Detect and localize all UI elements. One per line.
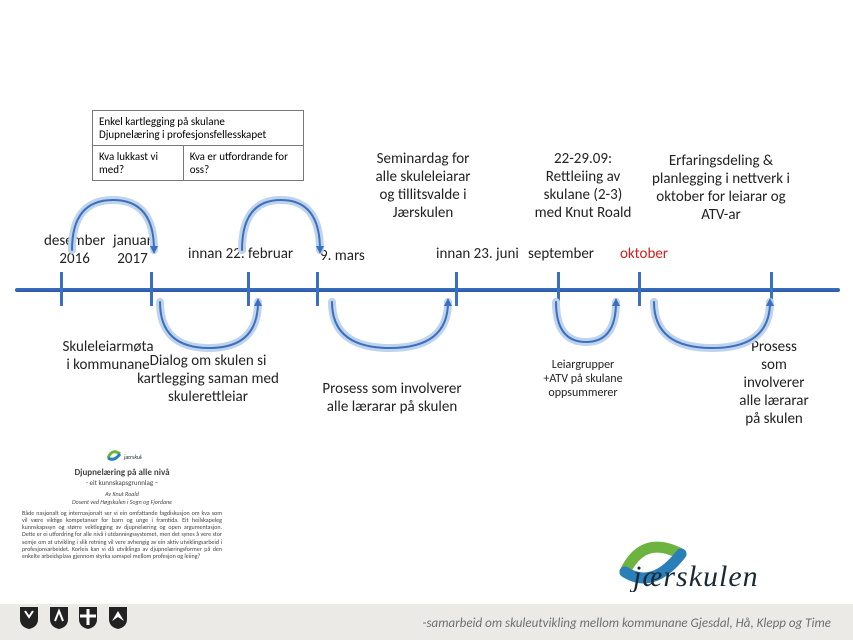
timeline-date: september [528, 245, 594, 263]
timeline-date: innan 23. juni [436, 245, 519, 263]
mapping-table: Enkel kartlegging på skulane Djupnelærin… [92, 110, 304, 181]
event-label-below: Prosess som involverer alle lærarar på s… [302, 380, 482, 416]
svg-text:jærskulen: jærskulen [123, 453, 142, 461]
event-label-above: Erfaringsdeling & planlegging i nettverk… [636, 152, 806, 224]
municipality-shields [18, 605, 133, 634]
timeline-tick [455, 272, 458, 306]
timeline-tick [638, 272, 641, 306]
kbox-right: Kva er utfordrande for oss? [183, 146, 303, 180]
timeline-tick [60, 272, 63, 306]
flow-arrow [236, 194, 326, 270]
doc-sub: - eit kunnskapsgrunnlag – [22, 479, 222, 487]
svg-text:jærskulen: jærskulen [629, 560, 759, 592]
kbox-top: Enkel kartlegging på skulane Djupnelærin… [93, 111, 303, 145]
doc-body: Både nasjonalt og internasjonalt ser vi … [22, 510, 222, 560]
flow-arrow [648, 296, 776, 368]
jaerskulen-logo: jærskulen [605, 532, 835, 592]
flow-arrow [154, 296, 264, 368]
timeline-tick [316, 272, 319, 306]
document-preview: jærskulen Djupnelæring på alle nivå - ei… [22, 448, 222, 560]
flow-arrow [66, 194, 160, 270]
flow-arrow [550, 296, 622, 362]
kbox-left: Kva lukkast vi med? [93, 146, 183, 180]
timeline-axis [15, 288, 840, 292]
flow-arrow [326, 296, 454, 368]
tagline: -samarbeid om skuleutvikling mellom komm… [423, 616, 831, 631]
jaerskulen-mini-logo: jærskulen [102, 448, 142, 462]
timeline-tick [150, 272, 153, 306]
timeline-date: oktober [620, 245, 668, 263]
event-label-below: Leiargrupper +ATV på skulane oppsummerer [528, 358, 638, 400]
doc-auth: Av Knut Roald Dosent ved Høgskulen i Sog… [22, 491, 222, 505]
event-label-above: Seminardag for alle skuleleiarar og till… [338, 150, 508, 222]
timeline-date: 9. mars [320, 247, 365, 265]
